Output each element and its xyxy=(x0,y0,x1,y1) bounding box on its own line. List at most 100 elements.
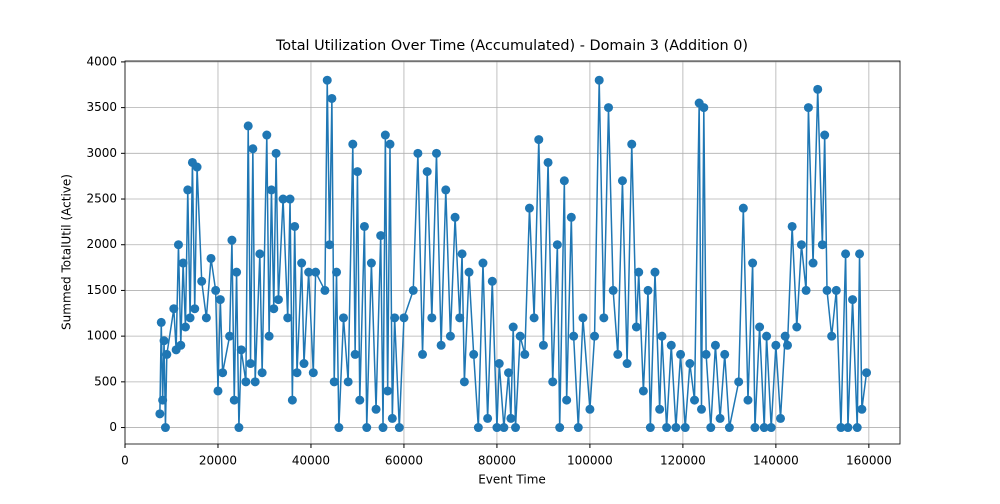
data-point xyxy=(766,423,776,433)
data-point xyxy=(787,221,797,231)
data-point xyxy=(269,304,279,314)
data-point xyxy=(585,404,595,414)
data-point xyxy=(776,413,786,423)
data-point xyxy=(634,267,644,277)
data-point xyxy=(292,368,302,378)
data-point xyxy=(715,413,725,423)
data-point xyxy=(710,340,720,350)
data-point xyxy=(801,285,811,295)
data-point xyxy=(657,331,667,341)
data-point xyxy=(701,349,711,359)
data-point xyxy=(213,386,223,396)
data-point xyxy=(543,157,553,167)
data-point xyxy=(248,144,258,154)
data-point xyxy=(320,285,330,295)
data-point xyxy=(534,135,544,145)
plot-frame xyxy=(124,60,901,445)
data-point xyxy=(427,313,437,323)
data-point xyxy=(748,258,758,268)
data-point xyxy=(520,349,530,359)
data-point xyxy=(155,409,165,419)
data-point xyxy=(159,336,169,346)
data-point xyxy=(190,304,200,314)
data-point xyxy=(192,162,202,172)
data-point xyxy=(862,368,872,378)
data-point xyxy=(511,423,521,433)
data-point xyxy=(385,139,395,149)
chart-title: Total Utilization Over Time (Accumulated… xyxy=(275,38,748,54)
data-point xyxy=(808,258,818,268)
data-point xyxy=(271,148,281,158)
data-point xyxy=(457,249,467,259)
data-point xyxy=(359,221,369,231)
x-tick-label: 0 xyxy=(121,454,129,468)
data-point xyxy=(792,322,802,332)
data-point xyxy=(362,423,372,433)
data-point xyxy=(699,103,709,113)
data-point xyxy=(566,212,576,222)
data-point xyxy=(376,231,386,241)
data-point xyxy=(311,267,321,277)
data-point xyxy=(627,139,637,149)
data-point xyxy=(538,340,548,350)
data-point xyxy=(750,423,760,433)
data-point xyxy=(655,404,665,414)
data-point xyxy=(348,139,358,149)
data-point xyxy=(229,395,239,405)
data-point xyxy=(643,285,653,295)
data-point xyxy=(548,377,558,387)
data-point xyxy=(796,240,806,250)
data-point xyxy=(734,377,744,387)
x-tick-label: 120000 xyxy=(660,454,706,468)
data-point xyxy=(573,423,583,433)
data-point xyxy=(843,423,853,433)
data-point xyxy=(690,395,700,405)
data-point xyxy=(232,267,242,277)
data-point xyxy=(383,386,393,396)
data-point xyxy=(841,249,851,259)
data-point xyxy=(225,331,235,341)
data-point xyxy=(399,313,409,323)
data-point xyxy=(608,285,618,295)
data-point xyxy=(617,176,627,186)
data-point xyxy=(262,130,272,140)
y-tick-label: 3000 xyxy=(86,146,117,160)
y-tick-label: 4000 xyxy=(86,54,117,68)
data-point xyxy=(366,258,376,268)
data-point xyxy=(234,423,244,433)
data-point xyxy=(562,395,572,405)
x-axis-label: Event Time xyxy=(478,473,546,487)
y-tick-label: 500 xyxy=(94,374,117,388)
data-point xyxy=(156,317,166,327)
data-point xyxy=(590,331,600,341)
data-point xyxy=(455,313,465,323)
data-point xyxy=(852,423,862,433)
data-point xyxy=(743,395,753,405)
data-point xyxy=(831,285,841,295)
data-point xyxy=(183,185,193,195)
data-point xyxy=(266,185,276,195)
data-point xyxy=(803,103,813,113)
data-point xyxy=(327,93,337,103)
data-point xyxy=(685,359,695,369)
data-point xyxy=(371,404,381,414)
x-tick-label: 100000 xyxy=(567,454,613,468)
x-tick-label: 160000 xyxy=(846,454,892,468)
data-point xyxy=(236,345,246,355)
data-point xyxy=(820,130,830,140)
y-tick-label: 2000 xyxy=(86,237,117,251)
y-tick-label: 0 xyxy=(109,420,117,434)
data-point xyxy=(450,212,460,222)
data-point xyxy=(290,221,300,231)
data-point xyxy=(431,148,441,158)
data-point xyxy=(762,331,772,341)
data-point xyxy=(738,203,748,213)
data-point xyxy=(227,235,237,245)
data-point xyxy=(162,349,172,359)
data-point xyxy=(197,276,207,286)
data-point xyxy=(599,313,609,323)
data-point xyxy=(706,423,716,433)
data-point xyxy=(408,285,418,295)
data-point xyxy=(755,322,765,332)
